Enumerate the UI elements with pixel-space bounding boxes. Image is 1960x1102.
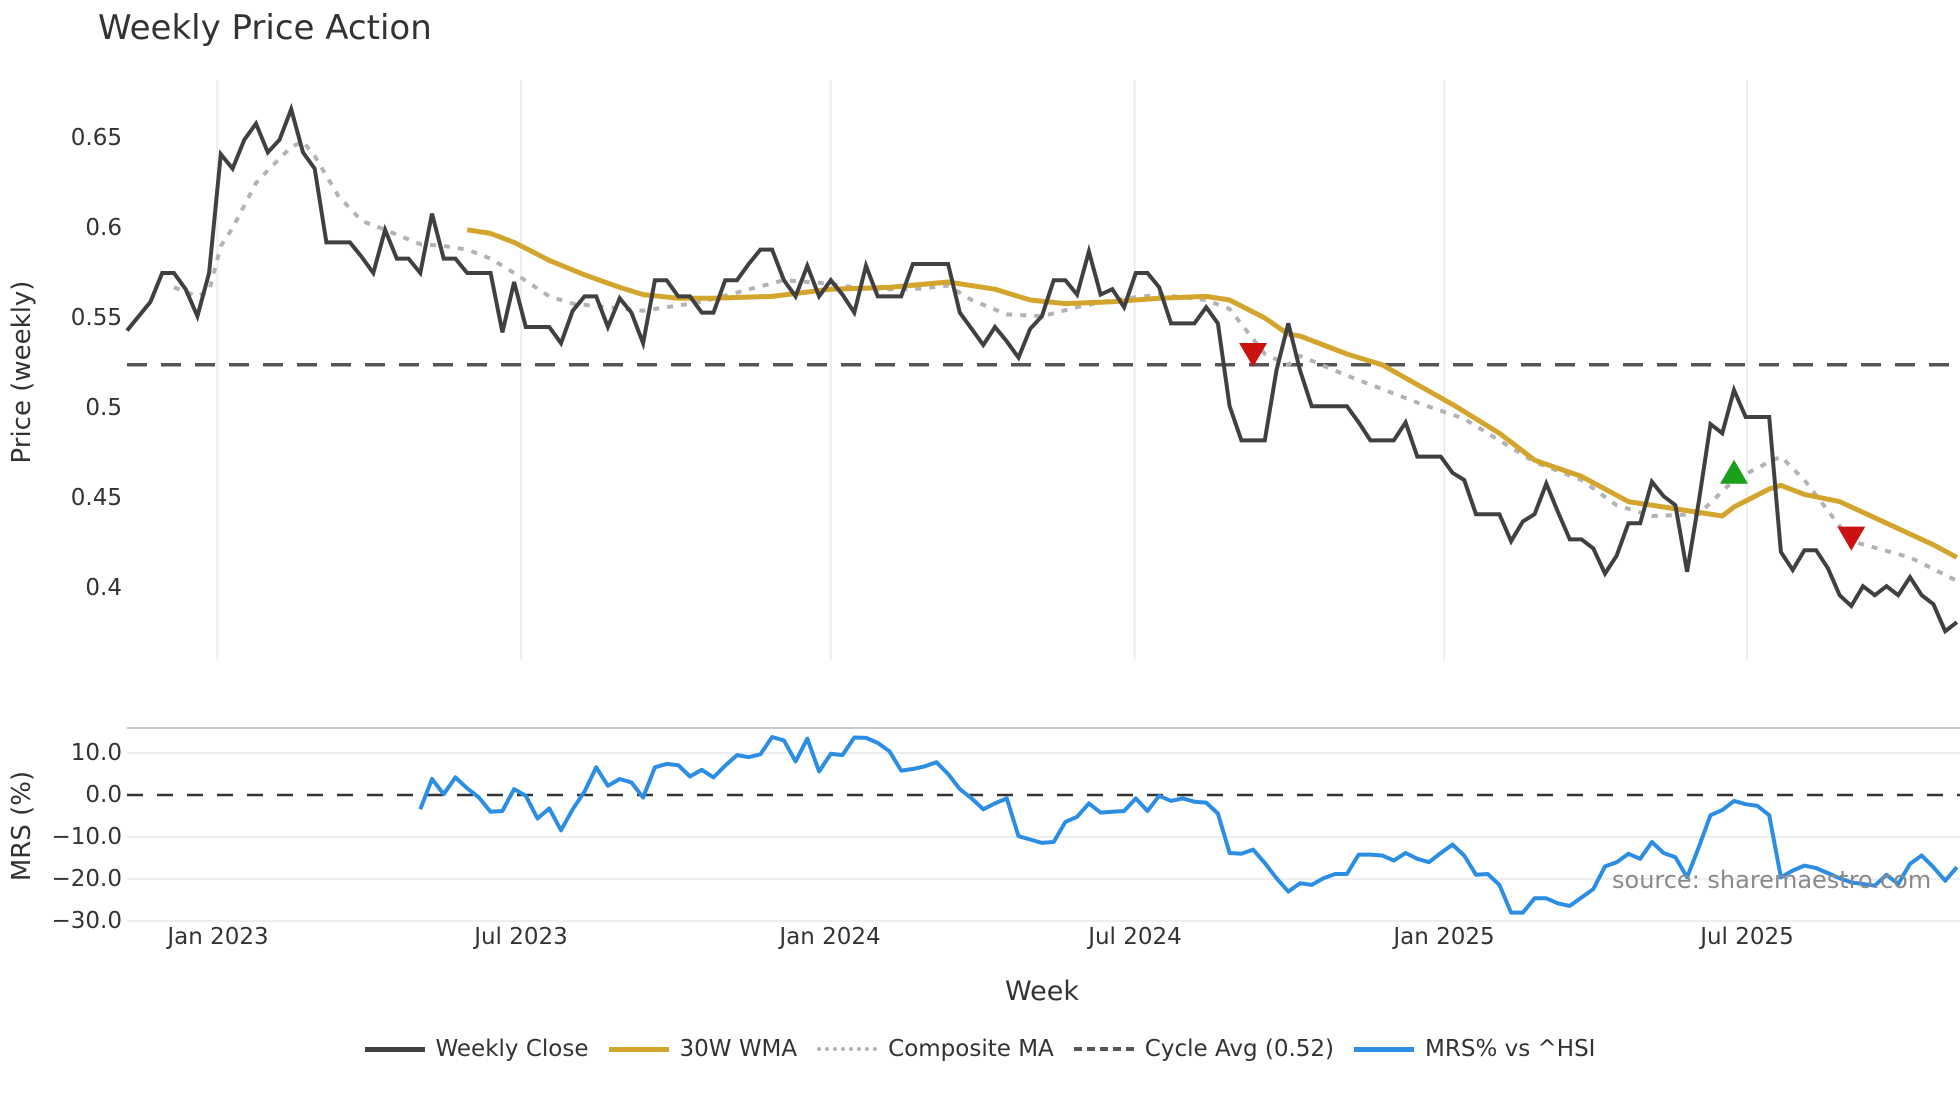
mrs-line [418,735,1959,915]
price-ytick: 0.55 [70,305,122,331]
legend-label: Cycle Avg (0.52) [1144,1036,1335,1062]
buy-signal-triangle-up-icon [1720,459,1749,484]
legend-label: Composite MA [888,1036,1054,1062]
mrs-ytick: −30.0 [51,908,122,934]
x-tick-label: Jan 2025 [1393,924,1495,950]
x-tick-label: Jul 2024 [1088,924,1182,950]
mrs-ytick: 10.0 [70,740,122,766]
weekly-close-swatch-icon [364,1046,425,1052]
x-axis-label: Week [1005,976,1079,1007]
legend-label: Weekly Close [435,1036,589,1062]
price-ytick: 0.4 [85,575,122,601]
x-tick-label: Jul 2025 [1700,924,1794,950]
price-ytick: 0.45 [70,485,122,511]
price-ytick: 0.6 [85,215,122,241]
chart-title: Weekly Price Action [98,8,432,48]
wma-swatch-icon [608,1046,669,1052]
source-watermark: source: sharemaestro.com [1612,866,1932,894]
mrs-swatch-icon [1354,1046,1415,1052]
mrs-horizontal-gridlines [127,752,1960,922]
cycle-avg-swatch-icon [1073,1047,1134,1051]
mrs-ytick: −20.0 [51,866,122,892]
legend-item-weekly-close[interactable]: Weekly Close [364,1036,589,1062]
mrs-ytick: −10.0 [51,824,122,850]
x-tick-label: Jul 2023 [474,924,568,950]
composite-ma-line [173,139,1958,583]
x-tick-label: Jan 2023 [167,924,269,950]
price-vertical-gridlines [216,80,1748,660]
wma-30w-line [466,227,1959,560]
legend-item-wma[interactable]: 30W WMA [608,1036,798,1062]
composite-ma-swatch-icon [817,1047,878,1051]
price-axis-label: Price (weekly) [7,280,37,464]
price-ytick: 0.5 [85,395,122,421]
mrs-axis-label: MRS (%) [7,770,37,882]
legend: Weekly Close 30W WMA Composite MA Cycle … [0,1036,1960,1062]
weekly-close-line [125,102,1959,635]
sell-signal-triangle-down-icon [1239,343,1268,367]
legend-label: 30W WMA [679,1036,798,1062]
x-tick-label: Jan 2024 [779,924,881,950]
sell-signal-triangle-down-icon [1837,526,1866,551]
mrs-ytick: 0.0 [85,782,122,808]
legend-label: MRS% vs ^HSI [1425,1036,1596,1062]
legend-item-cycle-avg[interactable]: Cycle Avg (0.52) [1073,1036,1335,1062]
legend-item-mrs[interactable]: MRS% vs ^HSI [1354,1036,1595,1062]
legend-item-composite-ma[interactable]: Composite MA [817,1036,1054,1062]
signal-markers [1239,343,1866,551]
price-ytick: 0.65 [70,125,122,151]
